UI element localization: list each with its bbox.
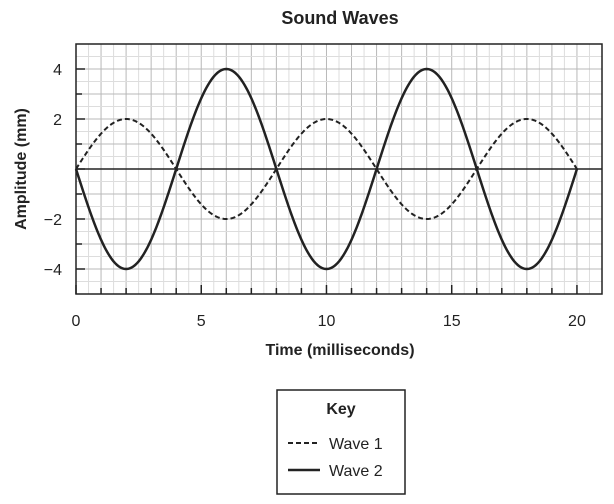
x-tick-label: 5 — [197, 313, 206, 330]
chart-title: Sound Waves — [281, 8, 398, 28]
x-axis-label: Time (milliseconds) — [265, 342, 414, 359]
tick-labels: 0 5 10 15 20 4 2 −2 −4 — [44, 62, 586, 330]
legend-title: Key — [326, 401, 355, 418]
y-tick-label: 4 — [53, 62, 62, 79]
y-tick-label: −4 — [44, 262, 62, 279]
x-tick-label: 20 — [568, 313, 586, 330]
series-line-wave-1 — [75, 117, 578, 221]
x-tick-label: 0 — [72, 313, 81, 330]
x-tick-label: 15 — [443, 313, 461, 330]
axis-ticks — [75, 68, 578, 294]
legend: Key Wave 1 Wave 2 — [276, 389, 406, 495]
y-axis-label: Amplitude (mm) — [13, 108, 30, 230]
legend-label-wave-1: Wave 1 — [329, 436, 383, 453]
legend-label-wave-2: Wave 2 — [329, 463, 383, 480]
series-line-wave-2 — [74, 67, 579, 271]
y-tick-label: 2 — [53, 112, 62, 129]
series-layer — [74, 67, 579, 271]
y-tick-label: −2 — [44, 212, 62, 229]
x-tick-label: 10 — [318, 313, 336, 330]
